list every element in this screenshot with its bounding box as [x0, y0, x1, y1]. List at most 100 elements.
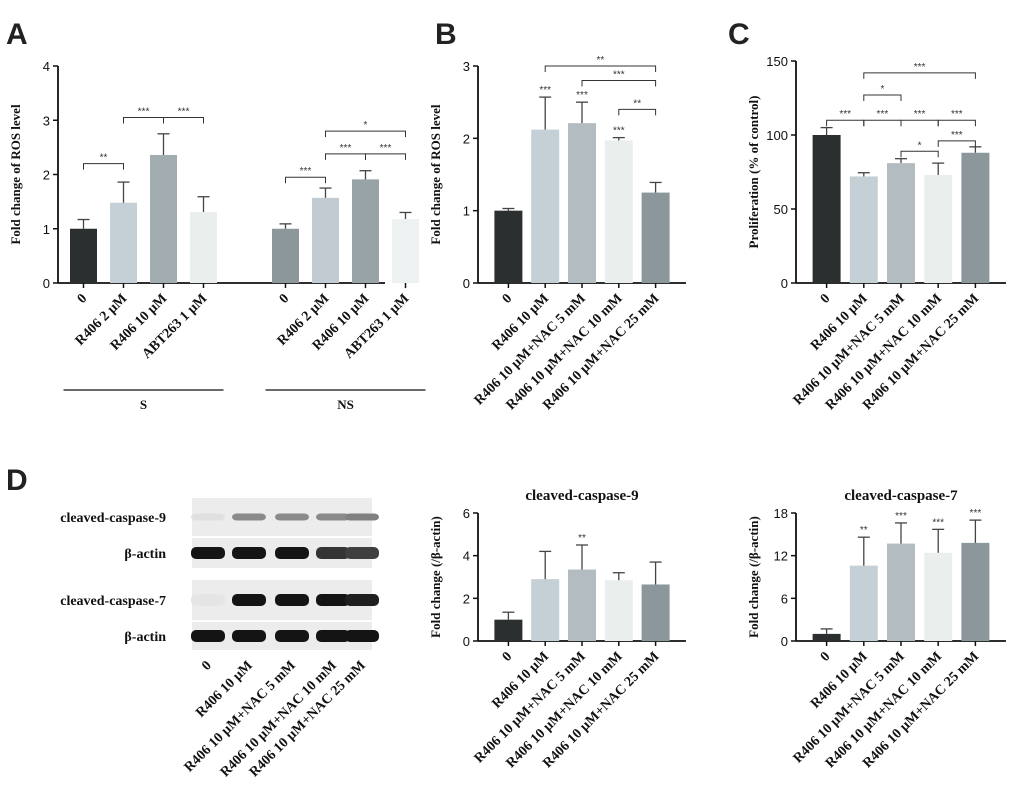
significance-bracket: [863, 72, 976, 79]
bar-significance-label: **: [578, 533, 586, 544]
blot-band: [232, 594, 266, 606]
blot-band: [345, 594, 379, 606]
blot-row-label: β-actin: [124, 630, 166, 645]
western-blot: cleaved-caspase-9 β-actin cleaved-caspase-…: [60, 498, 379, 780]
significance-bracket: [863, 94, 902, 102]
x-category-label: 0: [500, 649, 516, 665]
significance-bracket: [544, 65, 657, 72]
significance-label: ***: [914, 109, 926, 120]
panel-letter-d: D: [6, 464, 28, 497]
chart-d-caspase-7: 0 6 12 18 Fold change (/β-actin) cleaved-casp…: [746, 488, 1006, 771]
y-axis-title: Fold change (/β-actin): [746, 516, 761, 638]
y-tick-label: 4: [463, 549, 470, 564]
y-tick-label: 3: [463, 59, 470, 74]
y-tick-label: 3: [43, 113, 50, 128]
blot-band: [316, 513, 350, 521]
bar: [352, 179, 379, 283]
bar: [110, 202, 137, 283]
bar: [924, 174, 953, 283]
significance-bracket: [123, 117, 164, 124]
bar-significance-label: ***: [895, 511, 907, 522]
significance-bracket: [937, 119, 976, 127]
bar: [150, 154, 177, 283]
blot-band: [275, 547, 309, 559]
bar-significance-label: ***: [970, 508, 982, 519]
significance-label: ***: [300, 166, 312, 177]
blot-band: [232, 513, 266, 521]
y-axis-title: Fold change of ROS level: [428, 104, 443, 244]
significance-bracket: [900, 119, 939, 127]
bar: [392, 218, 419, 283]
y-tick-label: 0: [463, 276, 470, 291]
bar-significance-label: **: [860, 525, 868, 536]
blot-band: [191, 547, 225, 559]
y-axis-title: Fold change of ROS level: [8, 104, 23, 244]
bar: [887, 543, 915, 641]
bar: [494, 619, 523, 641]
blot-band: [191, 594, 225, 606]
significance-label: ***: [380, 143, 392, 154]
blot-row-label: cleaved-caspase-7: [60, 594, 166, 609]
blot-band: [191, 630, 225, 642]
y-tick-label: 6: [463, 506, 470, 521]
blot-band: [275, 630, 309, 642]
significance-bracket: [325, 130, 406, 138]
x-category-label: 0: [277, 291, 293, 307]
panel-letter-b: B: [435, 18, 457, 51]
bar: [70, 228, 97, 283]
blot-band: [191, 513, 225, 521]
y-tick-label: 12: [774, 549, 788, 564]
blot-band: [275, 513, 309, 521]
significance-bracket: [285, 176, 326, 184]
y-axis-title: Proliferation (% of control): [746, 96, 761, 249]
significance-bracket: [581, 79, 657, 87]
bar: [531, 579, 560, 641]
blot-band: [345, 630, 379, 642]
significance-label: ***: [178, 107, 190, 118]
chart-title: cleaved-caspase-9: [525, 488, 638, 504]
blot-band: [275, 594, 309, 606]
blot-band: [232, 547, 266, 559]
x-category-label: 0: [818, 291, 834, 307]
x-category-label: 0: [818, 649, 834, 665]
bar: [494, 210, 523, 283]
significance-label: **: [100, 153, 108, 164]
significance-bracket: [937, 140, 976, 147]
significance-label: *: [918, 140, 922, 151]
bar-significance-label: ***: [932, 517, 944, 528]
blot-band: [345, 547, 379, 559]
significance-bracket: [863, 119, 902, 127]
blot-band: [345, 513, 379, 521]
y-tick-label: 6: [781, 591, 788, 606]
bar: [641, 584, 670, 641]
y-axis-title: Fold change (/β-actin): [428, 516, 443, 638]
bar: [812, 135, 841, 283]
y-tick-label: 50: [774, 202, 788, 217]
y-tick-label: 2: [43, 168, 50, 183]
significance-label: ***: [914, 62, 926, 73]
y-tick-label: 100: [766, 128, 788, 143]
significance-label: ***: [138, 107, 150, 118]
panel-letter-c: C: [728, 18, 750, 51]
significance-label: **: [597, 55, 605, 66]
significance-bracket: [83, 163, 124, 170]
y-tick-label: 150: [766, 54, 788, 69]
significance-label: ***: [613, 69, 625, 80]
significance-bracket: [325, 153, 366, 160]
blot-band: [316, 630, 350, 642]
bar: [568, 569, 596, 641]
blot-row-label: cleaved-caspase-9: [60, 511, 166, 526]
bar: [641, 192, 670, 283]
blot-row-label: β-actin: [124, 547, 166, 562]
bar: [924, 552, 953, 641]
bar-significance-label: ***: [613, 126, 625, 137]
bar: [849, 565, 878, 641]
bar-significance-label: ***: [576, 90, 588, 101]
group-label: S: [140, 397, 147, 412]
bar-significance-label: ***: [539, 85, 551, 96]
blot-band: [316, 594, 350, 606]
bar: [272, 228, 299, 283]
